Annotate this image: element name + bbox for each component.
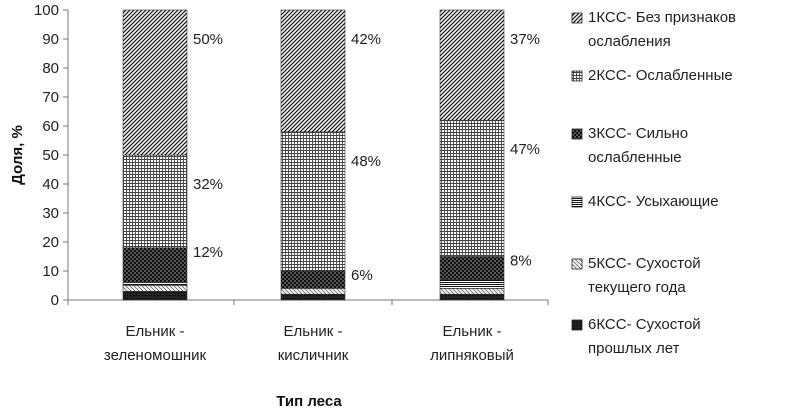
y-tick-label: 60: [42, 118, 59, 135]
bar-segment: [439, 279, 505, 289]
y-axis-title: Доля, %: [9, 125, 26, 185]
legend-label: 4КСС- Усыхающие: [588, 193, 719, 210]
x-tick-label: Ельник -: [443, 323, 502, 340]
x-axis-title: Тип леса: [276, 393, 342, 410]
y-tick-label: 70: [42, 89, 59, 106]
legend: 1КСС- Без признаков ослабления 2КСС- Ослаб…: [571, 9, 736, 357]
bar-segment: [122, 247, 188, 283]
legend-swatch: [571, 258, 583, 270]
bar-segment: [122, 285, 188, 292]
y-tick-label: 40: [42, 176, 59, 193]
x-tick-label: кисличник: [278, 347, 349, 364]
legend-swatch: [571, 128, 583, 140]
data-label: 8%: [510, 253, 532, 270]
legend-label: 6КСС- Сухостой: [588, 316, 701, 333]
legend-label: 2КСС- Ослабленные: [588, 67, 733, 84]
data-label: 50%: [193, 31, 223, 48]
data-label: 42%: [351, 31, 381, 48]
data-label: 37%: [510, 31, 540, 48]
legend-swatch: [571, 12, 583, 24]
data-label: 6%: [351, 267, 373, 284]
data-label: 47%: [510, 141, 540, 158]
bar-segment: [439, 256, 505, 281]
bar-segment: [122, 9, 188, 156]
y-tick-label: 10: [42, 263, 59, 280]
data-label: 12%: [193, 244, 223, 261]
x-tick-label: липняковый: [430, 347, 514, 364]
y-tick-label: 0: [51, 292, 59, 309]
bar-segment: [122, 282, 188, 286]
x-tick-label: Ельник -: [284, 323, 343, 340]
legend-swatch: [571, 319, 583, 331]
legend-swatch: [571, 70, 583, 82]
y-tick-label: 80: [42, 60, 59, 77]
legend-label: ослабленные: [588, 149, 682, 166]
x-tick-label: зеленомошник: [104, 347, 207, 364]
data-label: 32%: [193, 176, 223, 193]
legend-label: ослабления: [588, 33, 671, 50]
bar-segment: [280, 288, 346, 295]
legend-swatch: [571, 196, 583, 208]
bar-segment: [280, 9, 346, 133]
y-tick-label: 90: [42, 31, 59, 48]
legend-label: 3КСС- Сильно: [588, 125, 688, 142]
bar-segment: [439, 119, 505, 257]
legend-label: 1КСС- Без признаков: [588, 9, 736, 26]
x-tick-label: Ельник -: [126, 323, 185, 340]
bar-segment: [280, 293, 346, 301]
bar-segment: [280, 270, 346, 289]
bar-segment: [122, 290, 188, 301]
legend-label: прошлых лет: [588, 340, 680, 357]
y-tick-label: 20: [42, 234, 59, 251]
bar-segment: [280, 131, 346, 272]
bar-segment: [439, 293, 505, 301]
bar-segment: [439, 9, 505, 121]
legend-label: текущего года: [588, 279, 686, 296]
y-tick-label: 100: [34, 2, 59, 19]
legend-label: 5КСС- Сухостой: [588, 255, 701, 272]
y-tick-label: 30: [42, 205, 59, 222]
bar-segment: [122, 154, 188, 249]
bar-segment: [439, 288, 505, 295]
plot-area: 0 10 20 30 40 50 60 70 80 90 100 Ельник - зеленомошн…: [9, 2, 549, 410]
data-label: 48%: [351, 153, 381, 170]
y-tick-label: 50: [42, 147, 59, 164]
